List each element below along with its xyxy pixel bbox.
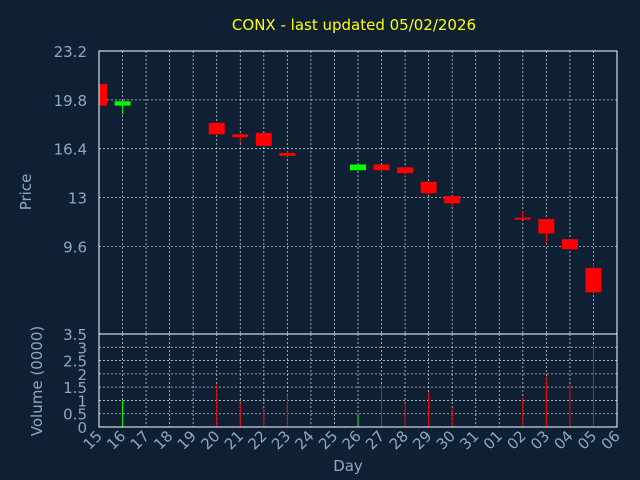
price-y-tick-label: 13 [68, 190, 87, 208]
candle-15 [98, 84, 107, 106]
candle-body [114, 101, 131, 106]
x-axis-label: Day [333, 457, 363, 475]
candle-body [585, 267, 602, 293]
candle-body [255, 132, 272, 146]
x-tick-label: 16 [103, 427, 129, 453]
x-ticks: 1516171819202122232425262728293031010203… [80, 427, 624, 453]
x-tick-label: 05 [574, 427, 600, 453]
candle-body [350, 164, 366, 171]
candle-body [538, 219, 555, 234]
x-tick-label: 20 [197, 427, 223, 453]
candle-20 [208, 122, 225, 135]
x-tick-label: 17 [127, 427, 153, 453]
candle-03 [538, 219, 555, 244]
chart-title: CONX - last updated 05/02/2026 [232, 16, 476, 34]
volume-y-tick-label: 1.5 [63, 379, 87, 397]
candle-26 [350, 163, 366, 171]
candle-16 [114, 101, 131, 115]
price-y-tick-label: 3.5 [63, 326, 87, 344]
x-tick-label: 30 [433, 427, 459, 453]
volume-axis-label: Volume (0000) [28, 326, 46, 436]
x-tick-label: 18 [150, 427, 176, 453]
x-tick-label: 23 [268, 427, 294, 453]
x-tick-label: 28 [386, 427, 412, 453]
candle-02 [514, 210, 531, 220]
x-tick-label: 02 [503, 427, 529, 453]
candle-body [514, 217, 531, 220]
price-y-tick-label: 9.6 [63, 238, 87, 256]
volume-y-tick-label: 1 [77, 392, 87, 410]
candle-27 [373, 164, 390, 174]
volume-grid [98, 334, 618, 427]
candle-04 [561, 239, 578, 250]
candle-body [561, 239, 578, 250]
candle-body [232, 134, 249, 138]
candle-body [444, 196, 461, 204]
candle-05 [585, 263, 602, 294]
candle-body [373, 164, 390, 171]
price-axis-label: Price [17, 174, 35, 211]
x-tick-label: 25 [315, 427, 341, 453]
volume-y-tick-label: 0.5 [63, 406, 87, 424]
x-tick-label: 27 [362, 427, 388, 453]
x-tick-label: 22 [244, 427, 270, 453]
x-tick-label: 03 [527, 427, 553, 453]
x-tick-label: 01 [480, 427, 506, 453]
candle-22 [255, 132, 272, 146]
candle-body [397, 167, 414, 174]
volume-y-tick-label: 0 [77, 419, 87, 437]
x-tick-label: 06 [598, 427, 624, 453]
price-y-tick-label: 19.8 [54, 92, 87, 110]
candle-28 [397, 167, 414, 176]
candle-body [208, 122, 225, 135]
volume-bars [122, 344, 594, 427]
volume-y-tick-label: 2 [77, 366, 87, 384]
candle-23 [279, 151, 296, 158]
candle-body [420, 181, 437, 194]
candle-30 [444, 196, 461, 207]
candle-29 [420, 181, 437, 195]
price-y-tick-label: 23.2 [54, 43, 87, 61]
x-tick-label: 29 [409, 427, 435, 453]
volume-panel-frame [98, 333, 618, 428]
price-y-tick-label: 16.4 [54, 141, 87, 159]
x-tick-label: 04 [551, 427, 577, 453]
price-grid [98, 50, 618, 335]
volume-y-tick-label: 3 [77, 339, 87, 357]
x-tick-label: 31 [456, 427, 482, 453]
x-tick-label: 21 [221, 427, 247, 453]
candle-body [279, 152, 296, 156]
candles [98, 84, 602, 294]
candle-body [99, 84, 107, 106]
x-tick-label: 26 [339, 427, 365, 453]
price-y-ticks: 23.2 19.8 16.4 13 9.6 3.5 [54, 43, 87, 344]
volume-y-ticks: 32.521.510.50 [63, 339, 87, 437]
x-tick-label: 19 [174, 427, 200, 453]
volume-y-tick-label: 2.5 [63, 353, 87, 371]
x-tick-label: 24 [292, 427, 318, 453]
candle-21 [232, 132, 249, 143]
